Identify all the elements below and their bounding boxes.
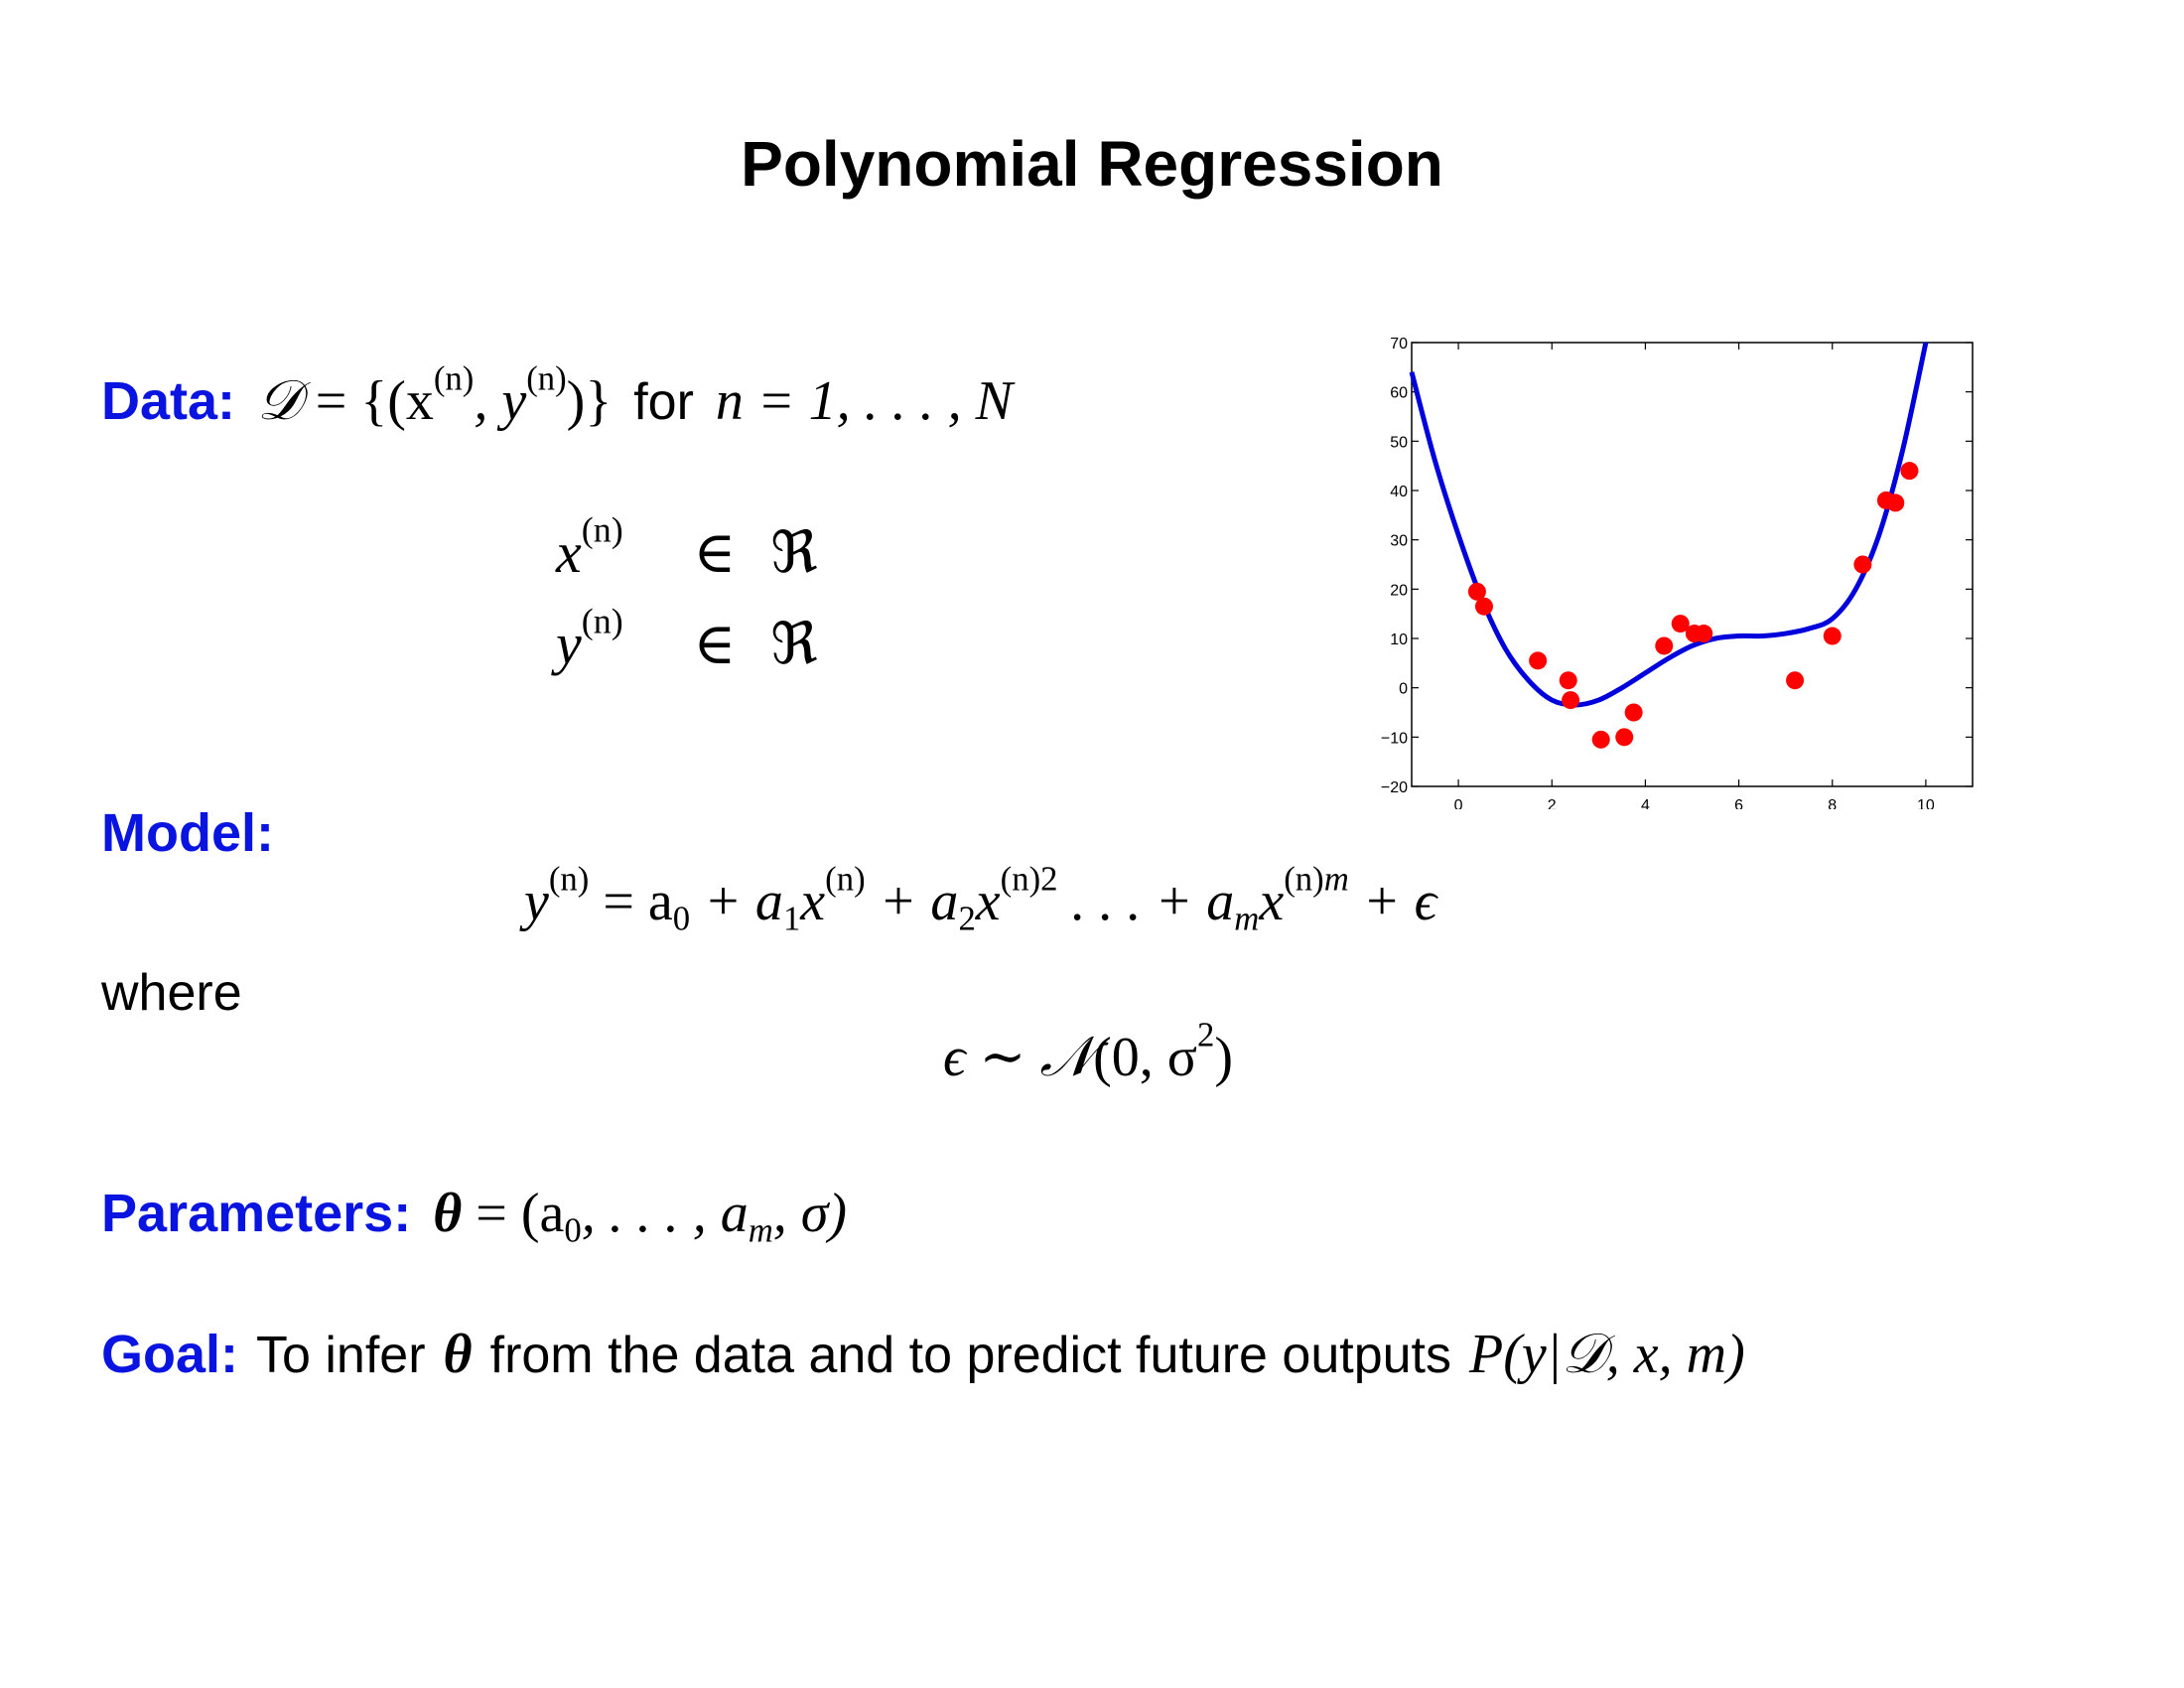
y-tick-label: 0 xyxy=(1399,681,1408,698)
data-point xyxy=(1624,703,1643,722)
y-tick-label: −10 xyxy=(1381,730,1408,747)
x-domain: x(n) ∈ ℜ xyxy=(556,509,818,585)
noise-distribution: ϵ ∼ 𝒩(0, σ2) xyxy=(943,1015,1233,1088)
data-point xyxy=(1695,625,1713,643)
goal-text-2: from the data and to predict future outp… xyxy=(489,1327,1451,1384)
goal-theta: θ xyxy=(443,1324,473,1385)
slide-title: Polynomial Regression xyxy=(741,128,1443,200)
fitted-curve xyxy=(1409,342,1929,708)
data-point xyxy=(1655,636,1674,655)
parameters-expression: θ = (a0, . . . , am, σ) xyxy=(433,1183,848,1250)
goal-statement: Goal: To infer θ from the data and to pr… xyxy=(101,1323,1745,1387)
polynomial-fit-chart: 0 2 4 6 8 10 −20 −10 0 10 20 30 40 50 60 70 xyxy=(1381,336,1974,809)
data-point xyxy=(1786,671,1805,690)
domain-statements: x(n) ∈ ℜ y(n) ∈ ℜ xyxy=(556,509,834,677)
y-domain: y(n) ∈ ℜ xyxy=(556,601,818,676)
y-tick-label: 30 xyxy=(1390,533,1408,550)
parameters-definition: Parameters: θ = (a0, . . . , am, σ) xyxy=(101,1182,848,1250)
y-tick-label: 20 xyxy=(1390,582,1408,599)
model-label: Model: xyxy=(101,803,274,863)
data-label: Data: xyxy=(101,371,236,431)
x-ticks: 0 2 4 6 8 10 xyxy=(1454,343,1935,809)
data-set-expression: 𝒟 = {(x(n), y(n))} xyxy=(257,358,613,432)
data-point xyxy=(1886,493,1905,512)
x-tick-label: 2 xyxy=(1548,797,1557,809)
y-tick-label: 10 xyxy=(1390,632,1408,648)
data-point xyxy=(1562,691,1580,710)
goal-label: Goal: xyxy=(101,1325,239,1384)
data-point xyxy=(1671,615,1690,633)
x-tick-label: 4 xyxy=(1641,797,1650,809)
data-point xyxy=(1591,730,1610,749)
y-tick-label: −20 xyxy=(1381,779,1408,796)
index-range: n = 1, . . . , N xyxy=(715,370,1014,432)
data-point xyxy=(1467,582,1486,601)
x-tick-label: 6 xyxy=(1734,797,1743,809)
plot-frame xyxy=(1411,342,1974,787)
y-ticks: −20 −10 0 10 20 30 40 50 60 70 xyxy=(1381,336,1973,796)
data-point xyxy=(1529,651,1548,670)
data-definition: Data: 𝒟 = {(x(n), y(n))} for n = 1, . . … xyxy=(101,358,1014,434)
predictive-distribution: P(y|𝒟, x, m) xyxy=(1469,1324,1745,1385)
x-tick-label: 8 xyxy=(1828,797,1837,809)
x-tick-label: 0 xyxy=(1454,797,1463,809)
goal-text-1: To infer xyxy=(256,1327,426,1384)
data-point xyxy=(1900,462,1919,481)
data-point xyxy=(1559,671,1577,690)
data-point xyxy=(1474,597,1493,616)
y-tick-label: 60 xyxy=(1390,385,1408,402)
y-tick-label: 50 xyxy=(1390,434,1408,451)
y-tick-label: 40 xyxy=(1390,484,1408,500)
data-point xyxy=(1823,627,1842,645)
parameters-label: Parameters: xyxy=(101,1184,412,1243)
for-word: for xyxy=(633,373,694,431)
where-word: where xyxy=(101,964,242,1022)
y-tick-label: 70 xyxy=(1390,336,1408,352)
data-point xyxy=(1615,728,1634,747)
data-point xyxy=(1853,555,1872,574)
model-equation: y(n) = a0 + a1x(n) + a2x(n)2 . . . + amx… xyxy=(524,859,1437,938)
data-points xyxy=(1467,462,1919,749)
x-tick-label: 10 xyxy=(1917,797,1935,809)
